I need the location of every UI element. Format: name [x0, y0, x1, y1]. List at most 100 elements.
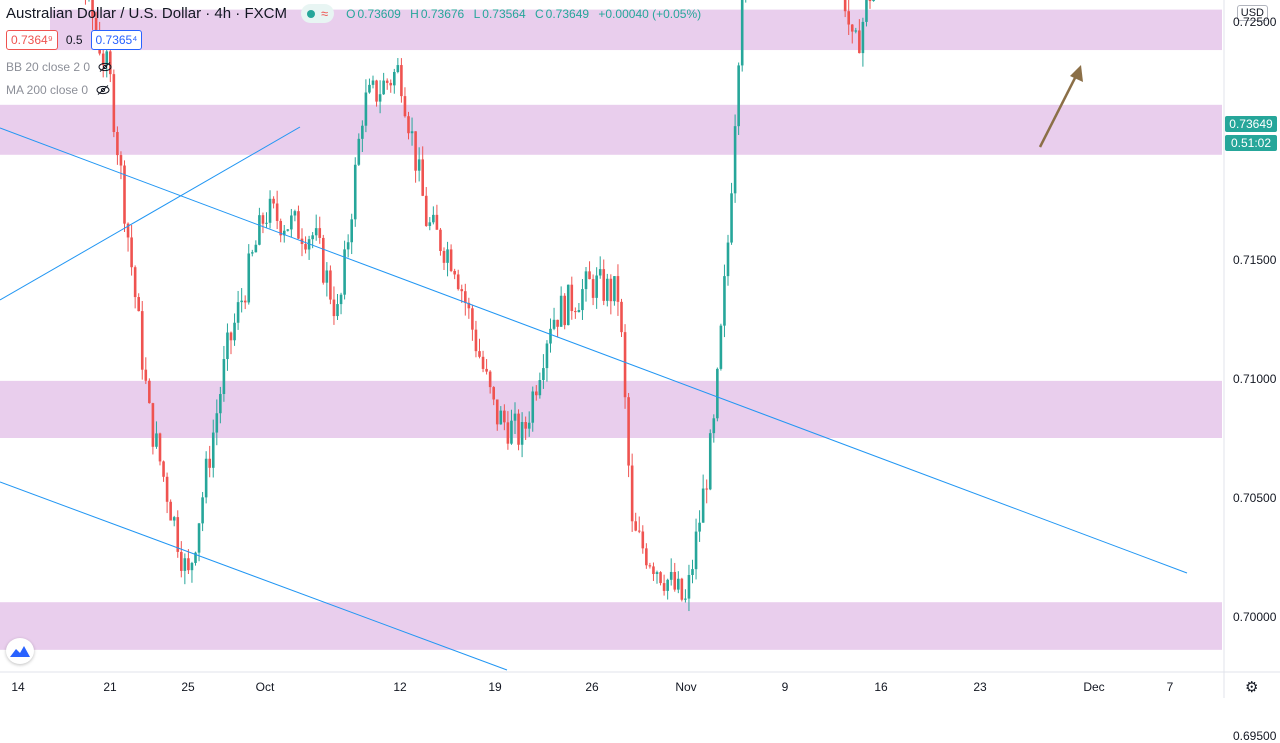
- candle-down: [375, 80, 378, 102]
- candle-up: [325, 270, 329, 283]
- candle-up: [687, 574, 691, 599]
- candle-up: [499, 410, 503, 425]
- candle-up: [197, 523, 201, 553]
- candle-down: [456, 274, 460, 290]
- descending-trendline[interactable]: [0, 127, 1188, 574]
- candle-down: [389, 82, 393, 86]
- candle-down: [126, 223, 130, 238]
- candle-up: [353, 164, 357, 220]
- candle-down: [850, 24, 854, 32]
- candle-down: [162, 461, 165, 477]
- candle-down: [112, 74, 116, 133]
- interval-label[interactable]: 4h: [214, 5, 232, 22]
- candle-down: [563, 295, 566, 326]
- candle-up: [211, 432, 215, 468]
- time-tick-label: 9: [781, 680, 789, 694]
- candle-down: [403, 96, 407, 117]
- candle-up: [577, 310, 581, 313]
- hidden-eye-icon[interactable]: [98, 62, 112, 72]
- candle-down: [556, 319, 559, 327]
- candle-down: [460, 289, 464, 292]
- candle-up: [222, 359, 226, 395]
- sell-price-button[interactable]: 0.7364⁹: [6, 30, 58, 50]
- last-price-tag: 0.73649: [1225, 116, 1277, 132]
- time-tick-label: 26: [585, 680, 599, 694]
- time-tick-label: 25: [181, 680, 195, 694]
- indicator-ma[interactable]: MA 200 close 0: [6, 83, 110, 97]
- candle-up: [155, 433, 158, 447]
- candle-up: [393, 71, 396, 86]
- price-chart[interactable]: [0, 0, 1280, 698]
- projection-arrow[interactable]: [1038, 71, 1080, 148]
- candle-up: [677, 578, 680, 590]
- candle-up: [691, 569, 694, 575]
- candle-up: [531, 391, 535, 423]
- candle-up: [726, 242, 730, 277]
- candle-down: [123, 165, 126, 224]
- time-tick-label: 14: [11, 680, 25, 694]
- candle-up: [190, 562, 194, 571]
- candle-down: [471, 308, 474, 330]
- candle-up: [343, 249, 346, 295]
- candle-up: [346, 242, 350, 250]
- countdown-tag: 0.51:02: [1225, 135, 1277, 151]
- candle-up: [865, 0, 868, 22]
- candle-down: [495, 399, 499, 425]
- candle-up: [364, 92, 368, 126]
- candle-down: [442, 250, 446, 263]
- candle-down: [637, 530, 641, 532]
- candle-down: [464, 291, 467, 303]
- spread-value: 0.5: [65, 33, 83, 47]
- candle-up: [251, 252, 254, 254]
- candle-down: [645, 548, 648, 566]
- sr-zone[interactable]: [0, 104, 1222, 155]
- time-tick-label: 16: [874, 680, 888, 694]
- quote-bar: 0.7364⁹ 0.5 0.7365⁴: [6, 30, 143, 50]
- candle-down: [116, 132, 119, 156]
- candle-down: [627, 397, 630, 466]
- candle-up: [510, 420, 513, 444]
- wave-icon: ≈: [320, 6, 329, 21]
- candle-up: [293, 211, 297, 216]
- candle-down: [279, 220, 282, 236]
- candle-up: [446, 249, 449, 263]
- market-open-icon: [306, 9, 315, 18]
- candle-up: [559, 295, 563, 327]
- candle-up: [350, 219, 353, 243]
- candle-down: [641, 531, 645, 549]
- candle-down: [634, 521, 637, 531]
- candle-down: [243, 300, 247, 303]
- candle-down: [503, 410, 506, 423]
- candle-down: [506, 422, 510, 444]
- symbol-title[interactable]: Australian Dollar / U.S. Dollar: [6, 5, 202, 22]
- channel-lower-trendline[interactable]: [0, 481, 508, 671]
- candle-up: [861, 21, 865, 54]
- candle-up: [428, 222, 432, 226]
- candle-down: [329, 270, 332, 300]
- candle-down: [659, 572, 662, 584]
- sr-zone[interactable]: [0, 380, 1222, 438]
- buy-price-button[interactable]: 0.7365⁴: [90, 30, 143, 50]
- candle-up: [566, 284, 570, 326]
- ascending-trendline[interactable]: [0, 126, 301, 301]
- candle-up: [854, 30, 858, 32]
- candle-down: [169, 501, 172, 521]
- candle-down: [322, 237, 325, 283]
- currency-button[interactable]: USD: [1236, 5, 1268, 21]
- candle-up: [613, 276, 616, 302]
- indicator-bb[interactable]: BB 20 close 2 0: [6, 60, 112, 74]
- sr-zone[interactable]: [50, 9, 1222, 51]
- candle-down: [424, 195, 428, 226]
- candle-down: [652, 566, 655, 574]
- tradingview-logo[interactable]: [6, 638, 34, 664]
- sr-zone[interactable]: [0, 602, 1222, 650]
- hidden-eye-icon[interactable]: [96, 85, 110, 95]
- candle-down: [208, 458, 211, 468]
- candle-down: [91, 0, 94, 18]
- market-status-pill[interactable]: ≈: [300, 4, 335, 23]
- candle-down: [858, 30, 861, 54]
- candle-up: [733, 126, 737, 194]
- candle-up: [204, 458, 208, 498]
- settings-gear-icon[interactable]: ⚙: [1245, 679, 1259, 696]
- candle-down: [843, 0, 847, 12]
